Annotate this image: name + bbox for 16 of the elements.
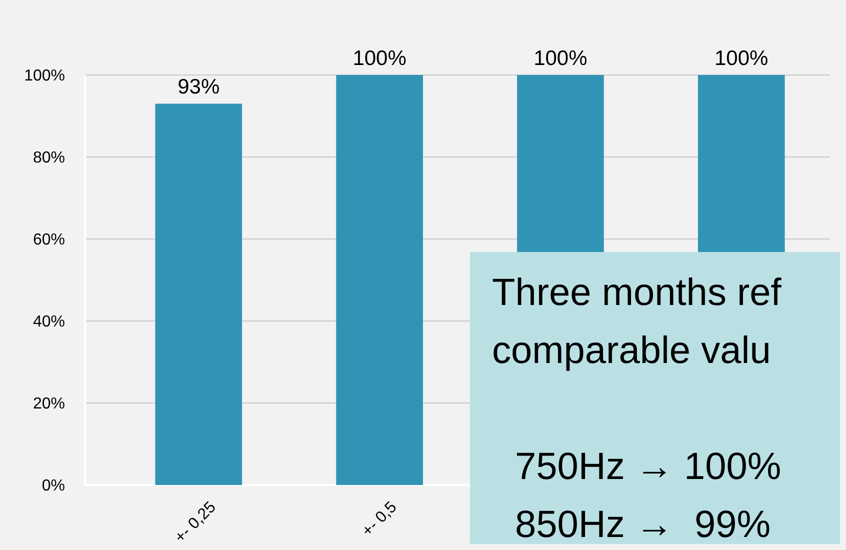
data-label: 93% [178, 76, 220, 99]
data-label: 100% [534, 47, 588, 70]
data-label: 100% [352, 47, 406, 70]
y-tick-label: 80% [32, 150, 65, 167]
y-tick-label: 20% [32, 396, 65, 413]
y-tick-label: 40% [32, 314, 65, 331]
x-tick-label: +- 0,25 [172, 498, 220, 546]
x-tick-label: +- 0,5 [359, 498, 400, 540]
y-tick-label: 0% [42, 478, 65, 495]
annotation: 750Hz → 100% [515, 446, 782, 488]
y-tick-label: 60% [32, 232, 65, 249]
y-tick-label: 100% [24, 68, 65, 85]
text: 850Hz → 99% [515, 504, 771, 546]
annotation: comparable valu [492, 330, 771, 372]
data-label: 100% [714, 47, 768, 70]
annotation: Three months ref [492, 272, 782, 314]
